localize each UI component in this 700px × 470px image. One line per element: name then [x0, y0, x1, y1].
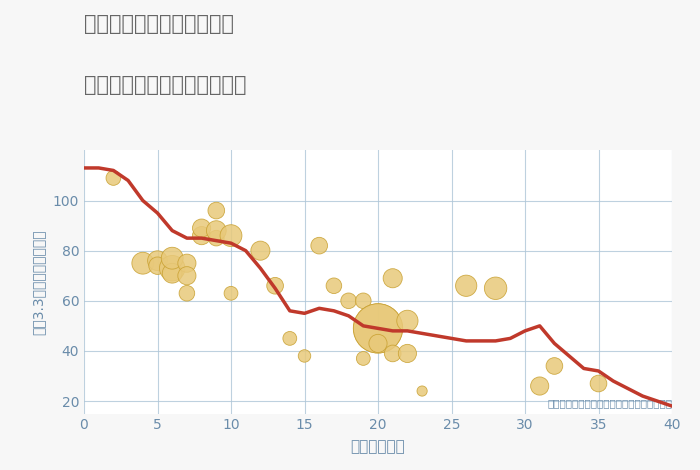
Point [196, 224, 207, 232]
Point [387, 350, 398, 357]
Point [167, 265, 178, 272]
Text: 愛知県稲沢市平和町平池の: 愛知県稲沢市平和町平池の [84, 14, 234, 34]
Point [461, 282, 472, 290]
Point [181, 290, 193, 297]
Point [255, 247, 266, 254]
Point [402, 350, 413, 357]
Point [181, 272, 193, 280]
Point [225, 290, 237, 297]
Point [167, 269, 178, 277]
Point [108, 174, 119, 182]
Point [416, 387, 428, 395]
Point [358, 355, 369, 362]
Point [490, 284, 501, 292]
Point [343, 297, 354, 305]
Point [225, 232, 237, 239]
Text: 築年数別中古マンション価格: 築年数別中古マンション価格 [84, 75, 246, 95]
Point [152, 262, 163, 269]
Point [137, 259, 148, 267]
Point [211, 235, 222, 242]
Point [387, 274, 398, 282]
Point [211, 207, 222, 214]
Point [372, 325, 384, 332]
Point [534, 382, 545, 390]
X-axis label: 築年数（年）: 築年数（年） [351, 439, 405, 454]
Point [152, 257, 163, 265]
Point [181, 259, 193, 267]
Point [372, 340, 384, 347]
Point [593, 380, 604, 387]
Point [284, 335, 295, 342]
Point [167, 254, 178, 262]
Point [358, 297, 369, 305]
Point [372, 325, 384, 332]
Point [299, 352, 310, 360]
Point [314, 242, 325, 250]
Point [328, 282, 339, 290]
Y-axis label: 坪（3.3㎡）単価（万円）: 坪（3.3㎡）単価（万円） [32, 229, 46, 335]
Point [196, 232, 207, 239]
Point [549, 362, 560, 370]
Text: 円の大きさは、取引のあった物件面積を示す: 円の大きさは、取引のあった物件面積を示す [547, 399, 672, 408]
Point [211, 227, 222, 235]
Point [270, 282, 281, 290]
Point [402, 317, 413, 325]
